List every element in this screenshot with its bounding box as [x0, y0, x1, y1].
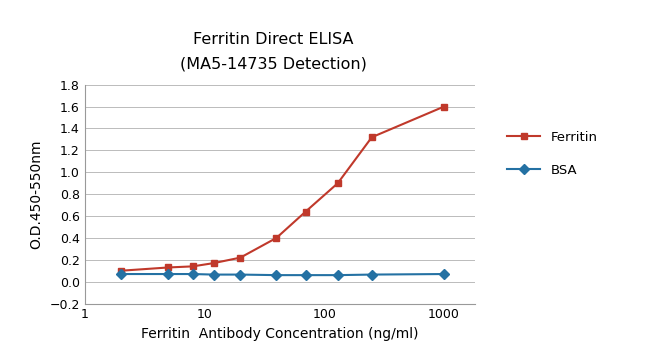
Ferritin [188, 264, 196, 269]
Line: BSA: BSA [117, 270, 447, 279]
Ferritin [440, 104, 448, 109]
Text: (MA5-14735 Detection): (MA5-14735 Detection) [179, 56, 367, 71]
Legend: Ferritin, BSA: Ferritin, BSA [500, 124, 604, 184]
Ferritin [210, 261, 218, 265]
BSA [302, 273, 309, 277]
Ferritin [302, 210, 309, 214]
Ferritin [116, 269, 124, 273]
BSA [368, 273, 376, 277]
BSA [210, 273, 218, 277]
BSA [440, 272, 448, 276]
Ferritin [368, 135, 376, 139]
BSA [164, 272, 172, 276]
BSA [334, 273, 342, 277]
X-axis label: Ferritin  Antibody Concentration (ng/ml): Ferritin Antibody Concentration (ng/ml) [141, 327, 418, 341]
Y-axis label: O.D.450-550nm: O.D.450-550nm [30, 139, 44, 249]
BSA [188, 272, 196, 276]
Ferritin [272, 236, 280, 240]
Ferritin [334, 181, 342, 185]
BSA [272, 273, 280, 277]
Text: Ferritin Direct ELISA: Ferritin Direct ELISA [193, 32, 353, 47]
Ferritin [164, 265, 172, 270]
BSA [116, 272, 124, 276]
Ferritin [237, 256, 244, 260]
Line: Ferritin: Ferritin [117, 103, 447, 274]
BSA [237, 273, 244, 277]
